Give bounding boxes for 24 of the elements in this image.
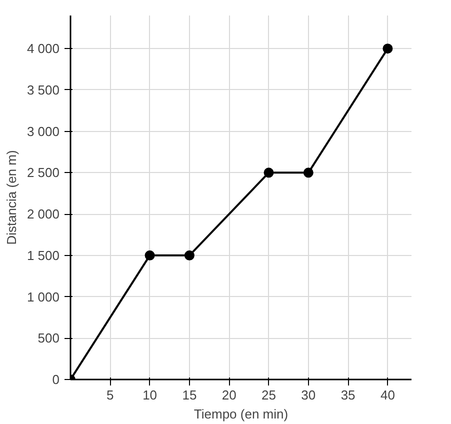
x-tick-label: 25 — [262, 388, 276, 402]
x-tick-label: 15 — [182, 388, 197, 402]
y-tick-label: 2 000 — [26, 206, 60, 222]
y-tick-label: 500 — [38, 330, 60, 346]
y-axis-title: Distancia (en m) — [4, 150, 19, 245]
point — [303, 168, 314, 178]
point — [184, 250, 194, 260]
x-tick-label: 35 — [340, 388, 356, 402]
x-tick-label: 40 — [380, 388, 395, 402]
x-tick-label: 30 — [301, 388, 316, 402]
x-tick-label: 5 — [106, 388, 114, 402]
y-tick-label: 2 500 — [26, 165, 60, 180]
y-tick-label: 0 — [52, 372, 60, 387]
point — [144, 250, 155, 260]
y-tick-label: 3 000 — [26, 124, 60, 139]
x-axis-title: Tiempo (en min) — [194, 406, 288, 422]
y-tick-label: 1 000 — [26, 289, 60, 304]
y-tick-label: 4 000 — [26, 41, 60, 56]
x-tick-label: 20 — [222, 388, 236, 402]
x-tick-label: 10 — [142, 388, 158, 402]
point — [382, 44, 393, 54]
y-tick-label: 1 500 — [26, 248, 60, 263]
point — [264, 168, 274, 178]
y-tick-label: 3 500 — [26, 82, 60, 98]
